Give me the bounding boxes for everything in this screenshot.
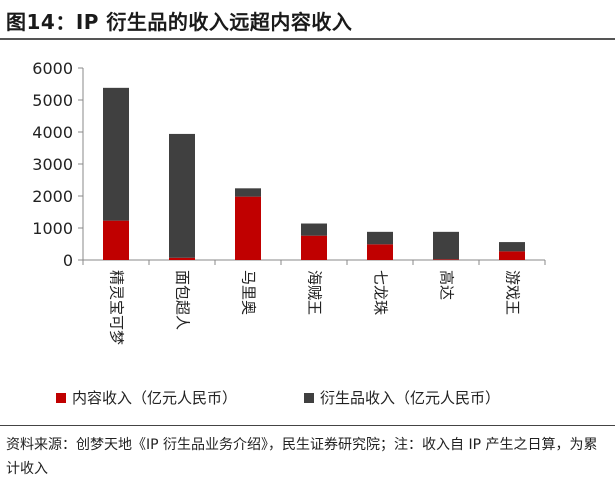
y-tick-label: 5000 [32,91,73,110]
legend-swatch-content [56,392,66,403]
bar-content [235,196,261,260]
bar-content [301,235,327,260]
title-divider [0,38,615,40]
chart-legend: 内容收入（亿元人民币） 衍生品收入（亿元人民币） [40,387,610,409]
stacked-bar-chart: 0 1000 2000 3000 4000 5000 6000 精灵宝可梦 面包超人 马里奥 海贼王… [32,59,546,345]
y-tick-label: 1000 [32,219,73,238]
bar-content [499,251,525,260]
legend-item-derivative: 衍生品收入（亿元人民币） [304,387,500,408]
bar-derivative [235,188,261,197]
x-tick-label: 海贼王 [306,270,324,315]
bar-derivative [499,242,525,252]
x-tick-label: 面包超人 [174,270,192,330]
bar-derivative [169,133,195,258]
bar-content [169,257,195,260]
y-tick-label: 3000 [32,155,73,174]
bar-content [367,244,393,260]
source-note: 资料来源：创梦天地《IP 衍生品业务介绍》，民生证券研究院；注：收入自 IP 产… [6,437,598,477]
y-tick-label: 6000 [32,59,73,78]
bar-content [103,220,129,260]
bar-derivative [103,87,129,221]
y-tick-label: 0 [63,251,73,270]
bar-content [433,259,459,260]
x-tick-label: 七龙珠 [372,270,390,315]
bar-derivative [301,223,327,236]
x-tick-label: 马里奥 [240,270,258,315]
x-tick-label: 高达 [438,270,456,300]
x-tick-label: 游戏王 [504,270,522,315]
legend-label-derivative: 衍生品收入（亿元人民币） [320,389,501,407]
y-tick-label: 4000 [32,123,73,142]
footer-divider [0,425,615,426]
legend-item-content: 内容收入（亿元人民币） [56,387,237,408]
legend-label-content: 内容收入（亿元人民币） [72,389,238,407]
bar-derivative [367,231,393,245]
legend-swatch-derivative [304,392,314,403]
bar-derivative [433,231,459,260]
x-tick-label: 精灵宝可梦 [108,270,126,345]
chart-title: 图14：IP 衍生品的收入远超内容收入 [6,10,353,34]
y-tick-label: 2000 [32,187,73,206]
